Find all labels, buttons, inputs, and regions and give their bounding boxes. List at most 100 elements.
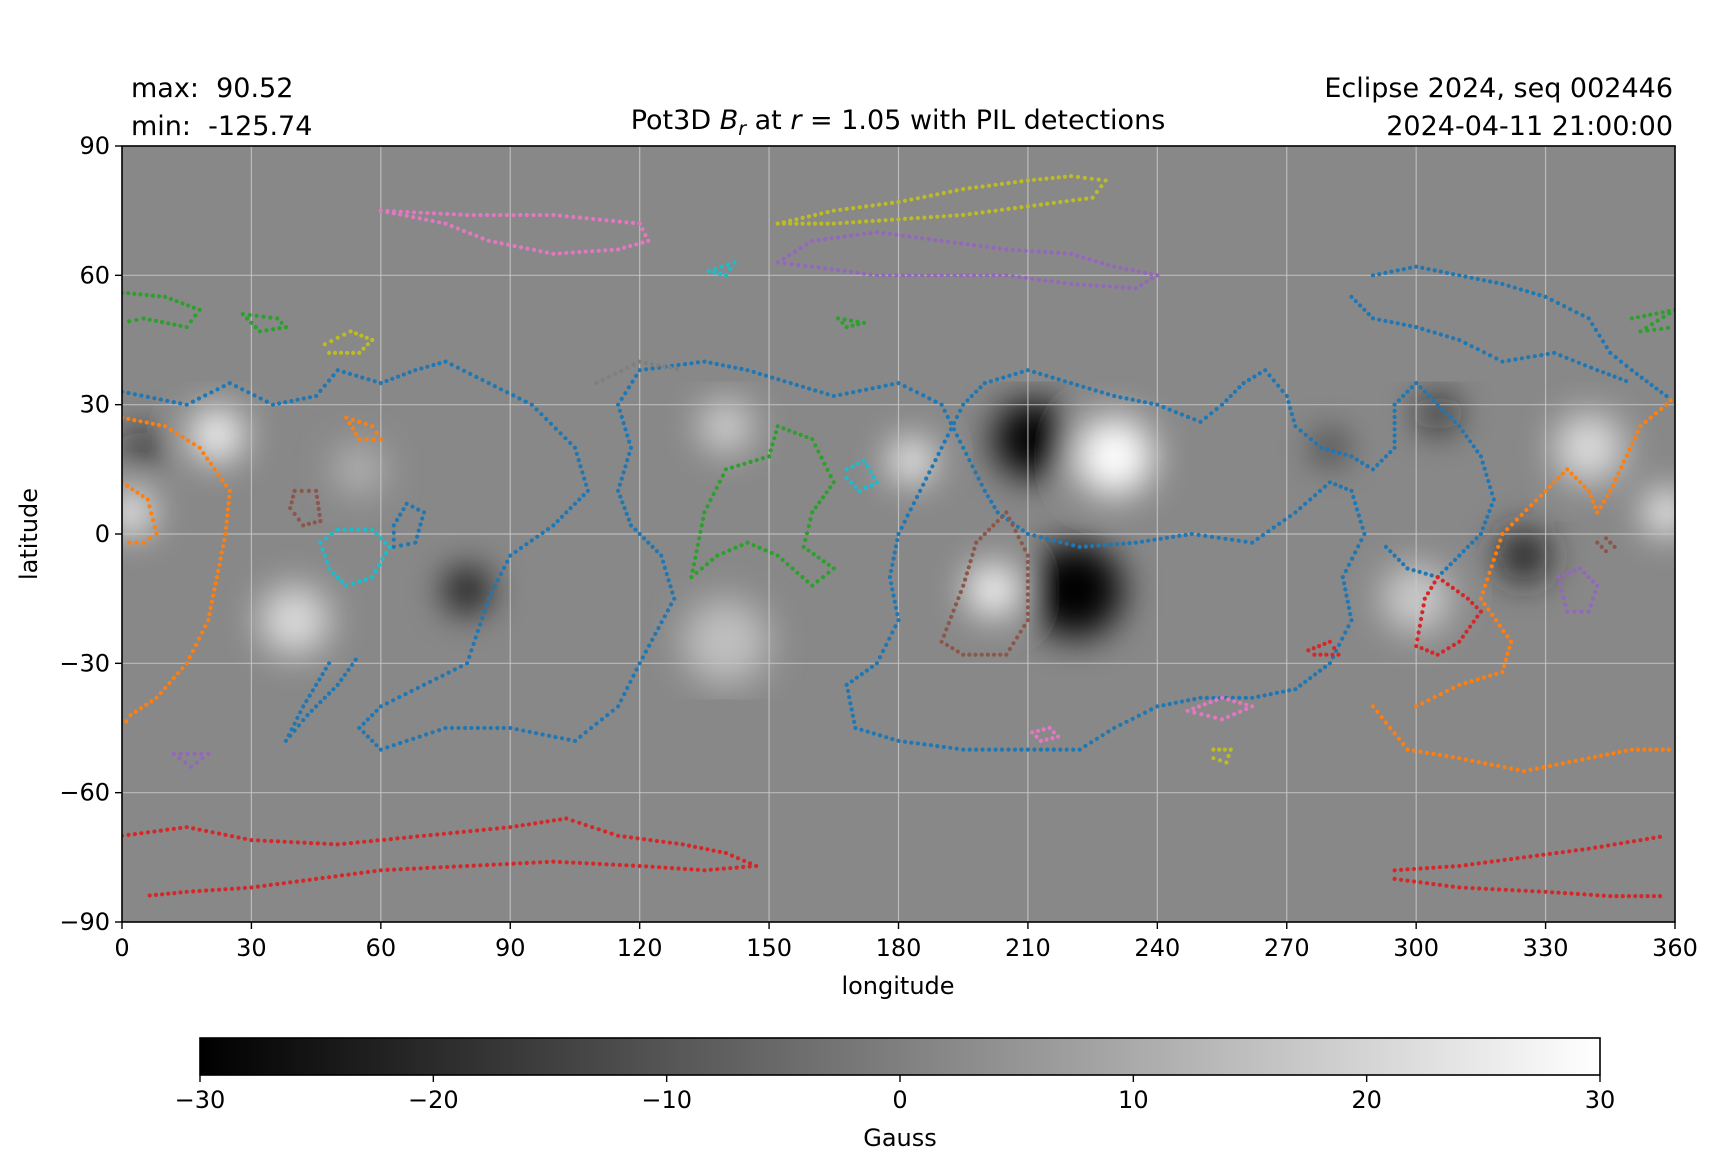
pil-point bbox=[624, 220, 629, 225]
pil-point bbox=[1484, 472, 1489, 477]
pil-point bbox=[723, 850, 729, 856]
pil-point bbox=[849, 679, 854, 684]
pil-point bbox=[997, 273, 1003, 278]
pil-point bbox=[974, 389, 979, 394]
pil-point bbox=[363, 527, 368, 532]
pil-point bbox=[1586, 756, 1591, 761]
pil-point bbox=[1217, 747, 1222, 752]
pil-point bbox=[1509, 522, 1515, 527]
pil-point bbox=[1232, 389, 1238, 394]
pil-point bbox=[279, 320, 284, 325]
pil-point bbox=[842, 317, 847, 322]
pil-point bbox=[1271, 525, 1276, 530]
pil-point bbox=[1414, 264, 1419, 269]
pil-point bbox=[1457, 273, 1462, 278]
pil-point bbox=[620, 500, 625, 505]
pil-point bbox=[1171, 534, 1176, 540]
pil-point bbox=[616, 402, 621, 407]
pil-point bbox=[257, 329, 263, 334]
pil-point bbox=[1377, 272, 1382, 277]
colorbar-tick-label: −30 bbox=[175, 1086, 226, 1114]
pil-point bbox=[1448, 415, 1453, 420]
pil-point bbox=[415, 834, 420, 839]
pil-point bbox=[1416, 630, 1421, 635]
pil-point bbox=[275, 882, 280, 887]
pil-point bbox=[933, 273, 938, 278]
pil-point bbox=[1087, 257, 1092, 262]
pil-contour-28 bbox=[1185, 695, 1255, 722]
pil-point bbox=[208, 461, 214, 466]
pil-point bbox=[810, 238, 815, 243]
pil-point bbox=[489, 590, 494, 595]
pil-point bbox=[1629, 747, 1634, 752]
pil-point bbox=[1185, 708, 1190, 713]
pil-point bbox=[633, 527, 638, 532]
pil-point bbox=[212, 587, 217, 592]
pil-point bbox=[1667, 311, 1672, 316]
pil-point bbox=[446, 670, 451, 675]
pil-point bbox=[965, 398, 970, 403]
pil-point bbox=[1565, 609, 1570, 614]
pil-point bbox=[205, 456, 210, 461]
pil-point bbox=[398, 209, 403, 214]
pil-point bbox=[1460, 634, 1465, 639]
pil-point bbox=[989, 499, 994, 504]
pil-point bbox=[798, 245, 803, 251]
pil-point bbox=[443, 221, 448, 226]
pil-point bbox=[1550, 890, 1555, 895]
pil-point bbox=[831, 480, 836, 485]
pil-point bbox=[979, 652, 984, 657]
pil-point bbox=[1483, 583, 1488, 588]
pil-point bbox=[1222, 747, 1227, 752]
pil-point bbox=[1370, 467, 1376, 472]
pil-point bbox=[728, 266, 733, 271]
pil-point bbox=[1487, 508, 1492, 514]
pil-point bbox=[544, 250, 550, 255]
pil-contour-23 bbox=[171, 751, 211, 769]
pil-point bbox=[318, 700, 323, 705]
colorbar-tick-label: 30 bbox=[1585, 1086, 1616, 1114]
pil-point bbox=[1032, 533, 1037, 538]
pil-point bbox=[172, 322, 177, 327]
pil-point bbox=[1077, 544, 1082, 550]
pil-point bbox=[270, 402, 276, 407]
pil-point bbox=[553, 426, 558, 431]
pil-point bbox=[327, 691, 332, 696]
pil-point bbox=[203, 393, 208, 398]
pil-point bbox=[616, 247, 621, 252]
pil-point bbox=[475, 725, 480, 731]
pil-point bbox=[1487, 570, 1492, 575]
pil-point bbox=[1438, 332, 1443, 337]
pil-point bbox=[318, 540, 323, 545]
pil-point bbox=[748, 459, 753, 464]
pil-point bbox=[971, 243, 977, 248]
pil-point bbox=[299, 488, 304, 493]
pil-point bbox=[1149, 707, 1154, 712]
pil-point bbox=[140, 494, 145, 499]
pil-point bbox=[361, 721, 366, 726]
pil-point bbox=[1105, 392, 1111, 397]
pil-point bbox=[974, 747, 979, 752]
pil-point bbox=[1488, 353, 1493, 358]
pil-point bbox=[1293, 687, 1298, 692]
pil-point bbox=[1196, 532, 1201, 538]
pil-point bbox=[1343, 587, 1348, 592]
pil-point bbox=[144, 292, 149, 298]
pil-point bbox=[354, 373, 359, 378]
pil-point bbox=[1460, 593, 1465, 598]
pil-point bbox=[987, 527, 992, 532]
pil-point bbox=[1032, 747, 1037, 752]
pil-point bbox=[1660, 310, 1665, 315]
pil-point bbox=[1103, 178, 1108, 183]
pil-point bbox=[861, 231, 867, 236]
pil-point bbox=[1041, 727, 1046, 732]
pil-point bbox=[295, 715, 300, 721]
pil-point bbox=[732, 260, 737, 265]
pil-point bbox=[1022, 623, 1027, 629]
pil-point bbox=[991, 245, 996, 250]
pil-point bbox=[1451, 336, 1456, 341]
pil-point bbox=[1420, 265, 1425, 270]
pil-point bbox=[804, 531, 810, 536]
pil-contour-20 bbox=[1392, 876, 1663, 899]
pil-point bbox=[1096, 543, 1101, 548]
